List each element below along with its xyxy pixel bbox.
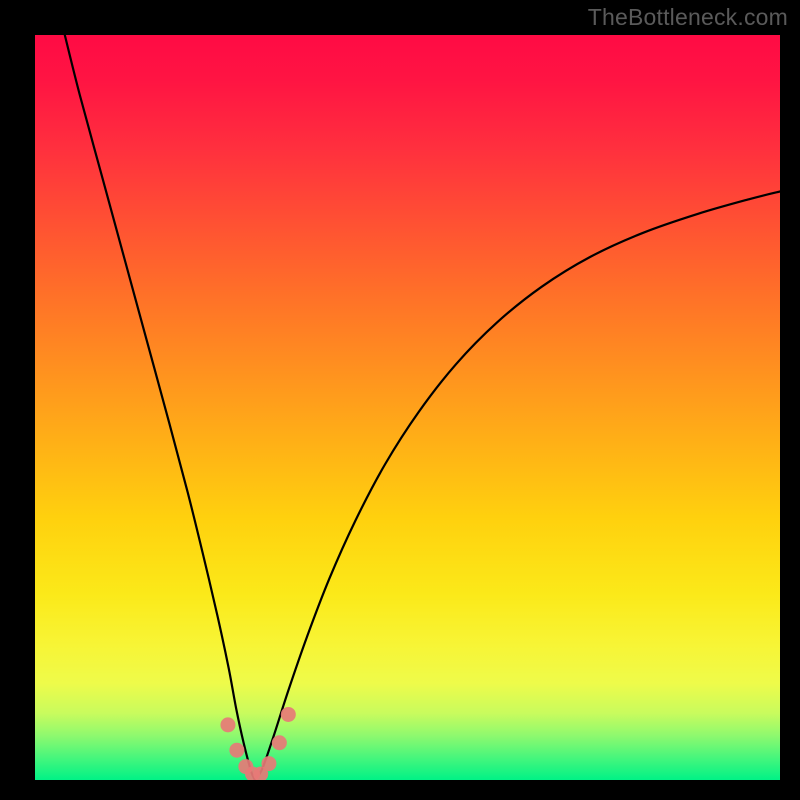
curve-marker <box>281 707 296 722</box>
watermark-text: TheBottleneck.com <box>588 4 788 31</box>
plot-area <box>35 35 780 780</box>
gradient-background <box>35 35 780 780</box>
curve-marker <box>229 743 244 758</box>
curve-marker <box>272 735 287 750</box>
curve-marker <box>261 756 276 771</box>
plot-svg <box>35 35 780 780</box>
curve-marker <box>220 717 235 732</box>
chart-container: TheBottleneck.com <box>0 0 800 800</box>
